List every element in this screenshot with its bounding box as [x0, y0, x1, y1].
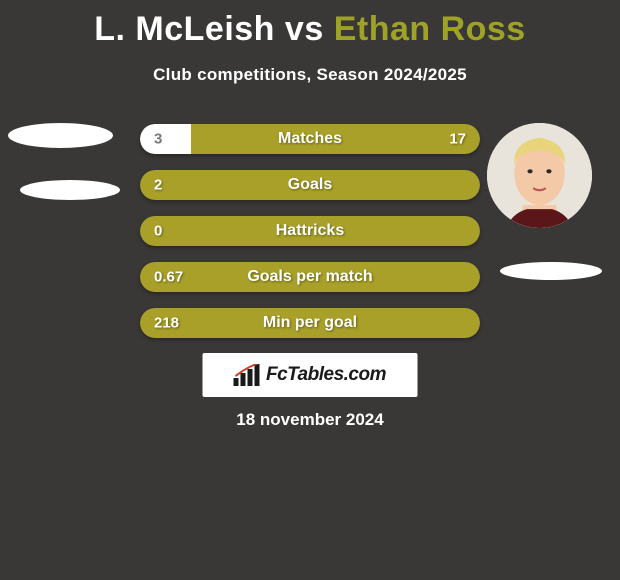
player1-club-badge: [20, 180, 120, 200]
stat-row: 317Matches: [140, 124, 480, 154]
stat-row: 2Goals: [140, 170, 480, 200]
stat-label: Hattricks: [140, 222, 480, 240]
player1-name: L. McLeish: [94, 10, 275, 48]
stat-bars: 317Matches 2Goals 0Hattricks 0.67Goals per …: [140, 124, 480, 354]
player1-avatar: [8, 123, 113, 148]
comparison-title: L. McLeish vs Ethan Ross: [0, 0, 620, 49]
stat-row: 218Min per goal: [140, 308, 480, 338]
stat-row: 0.67Goals per match: [140, 262, 480, 292]
stat-label: Min per goal: [140, 314, 480, 332]
source-logo: FcTables.com: [203, 353, 418, 397]
fctables-icon: [234, 364, 262, 386]
source-logo-text: FcTables.com: [266, 364, 386, 386]
player2-avatar: [487, 123, 592, 228]
vs-text: vs: [285, 10, 324, 48]
stat-row: 0Hattricks: [140, 216, 480, 246]
date-text: 18 november 2024: [0, 410, 620, 430]
subtitle: Club competitions, Season 2024/2025: [0, 65, 620, 85]
stat-label: Matches: [140, 130, 480, 148]
player2-name: Ethan Ross: [334, 10, 526, 48]
player2-club-badge: [500, 262, 602, 280]
stat-label: Goals: [140, 176, 480, 194]
stat-label: Goals per match: [140, 268, 480, 286]
